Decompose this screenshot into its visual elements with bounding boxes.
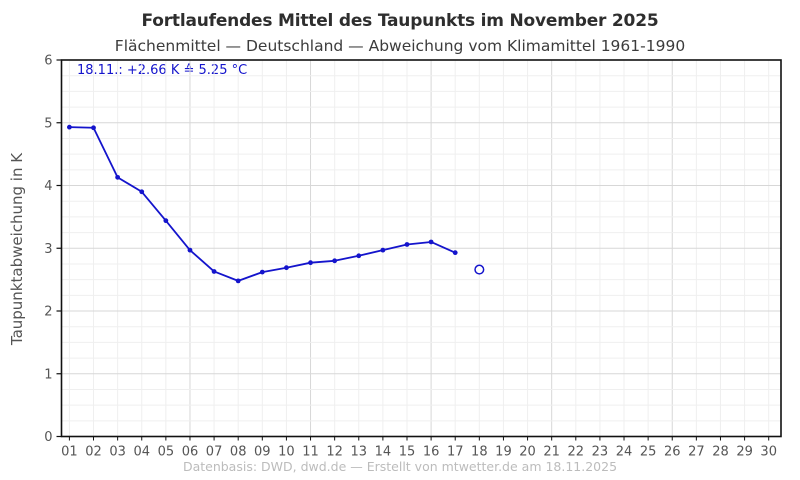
x-tick-label: 25 [640,445,657,460]
data-point-marker [115,174,121,180]
x-tick-label: 28 [712,445,729,460]
data-point-marker [67,124,72,130]
y-tick-label: 0 [44,430,52,445]
x-tick-label: 29 [736,445,753,460]
x-tick-label: 06 [182,445,199,460]
y-tick-label: 2 [44,305,52,320]
data-point-marker [259,269,265,275]
x-tick-label: 23 [592,445,609,460]
data-point-marker [452,250,458,256]
x-tick-label: 02 [85,445,102,460]
x-tick-label: 04 [133,445,150,460]
series-running-mean-dewpoint-anomaly [67,124,458,284]
x-tick-label: 13 [350,445,367,460]
x-tick-label: 14 [375,445,392,460]
x-tick-label: 19 [495,445,512,460]
x-tick-label: 20 [519,445,536,460]
y-tick-label: 3 [44,242,52,257]
x-tick-label: 21 [543,445,560,460]
x-tick-label: 12 [326,445,343,460]
y-tick-label: 5 [44,116,52,131]
x-tick-label: 22 [568,445,585,460]
data-point-marker [356,253,362,259]
x-tick-label: 15 [399,445,416,460]
y-tick-label: 4 [44,179,52,194]
data-point-marker [235,278,241,284]
x-tick-label: 11 [302,445,319,460]
x-tick-label: 10 [278,445,295,460]
grid [61,60,781,437]
series-preliminary-latest-value [474,264,485,275]
y-tick-label: 1 [44,367,52,382]
data-point-marker [139,189,145,195]
x-tick-label: 01 [61,445,78,460]
data-source-footer: Datenbasis: DWD, dwd.de — Erstellt von m… [182,459,618,474]
latest-value-annotation: 18.11.: +2.66 K ≙ 5.25 °C [77,63,248,78]
x-tick-label: 27 [688,445,705,460]
data-point-marker [428,239,434,245]
data-point-marker [163,218,169,224]
x-tick-label: 05 [158,445,175,460]
data-point-marker [91,125,96,131]
data-point-marker [404,242,410,247]
x-tick-label: 03 [109,445,126,460]
x-tick-label: 24 [616,445,633,460]
chart-subtitle: Flächenmittel — Deutschland — Abweichung… [114,37,686,55]
open-circle-marker [474,264,485,275]
data-point-marker [380,247,386,253]
x-tick-label: 07 [206,445,223,460]
data-point-marker [211,269,217,274]
chart-title: Fortlaufendes Mittel des Taupunkts im No… [141,11,659,31]
y-tick-label: 6 [44,54,52,69]
data-point-marker [308,260,313,266]
data-point-marker [187,247,193,253]
axis-ticks [56,59,770,441]
x-tick-label: 17 [447,445,464,460]
x-tick-label: 16 [423,445,440,460]
x-tick-label: 26 [664,445,681,460]
data-point-marker [332,258,338,264]
data-point-marker [284,265,289,271]
x-tick-label: 08 [230,445,247,460]
x-tick-label: 18 [471,445,488,460]
x-tick-label: 30 [760,445,777,460]
x-tick-label: 09 [254,445,271,460]
